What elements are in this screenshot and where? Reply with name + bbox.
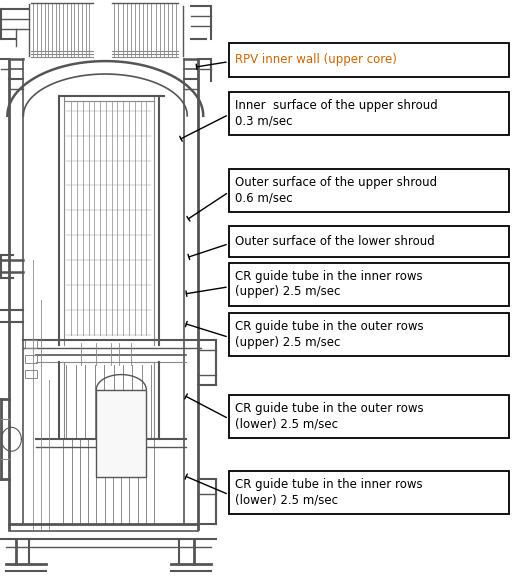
Text: CR guide tube in the outer rows
(upper) 2.5 m/sec: CR guide tube in the outer rows (upper) …	[235, 320, 424, 349]
Text: Outer surface of the upper shroud
0.6 m/sec: Outer surface of the upper shroud 0.6 m/…	[235, 177, 437, 205]
Text: Outer surface of the lower shroud: Outer surface of the lower shroud	[235, 235, 435, 248]
Text: Inner  surface of the upper shroud
0.3 m/sec: Inner surface of the upper shroud 0.3 m/…	[235, 99, 438, 128]
Text: RPV inner wall (upper core): RPV inner wall (upper core)	[235, 54, 397, 66]
FancyBboxPatch shape	[229, 169, 509, 212]
FancyBboxPatch shape	[229, 313, 509, 356]
Text: CR guide tube in the outer rows
(lower) 2.5 m/sec: CR guide tube in the outer rows (lower) …	[235, 402, 424, 430]
FancyBboxPatch shape	[229, 227, 509, 257]
Text: CR guide tube in the inner rows
(lower) 2.5 m/sec: CR guide tube in the inner rows (lower) …	[235, 478, 423, 506]
Text: CR guide tube in the inner rows
(upper) 2.5 m/sec: CR guide tube in the inner rows (upper) …	[235, 270, 423, 298]
FancyBboxPatch shape	[96, 389, 146, 477]
FancyBboxPatch shape	[229, 395, 509, 438]
FancyBboxPatch shape	[229, 43, 509, 77]
FancyBboxPatch shape	[229, 263, 509, 306]
FancyBboxPatch shape	[229, 92, 509, 134]
FancyBboxPatch shape	[229, 470, 509, 514]
